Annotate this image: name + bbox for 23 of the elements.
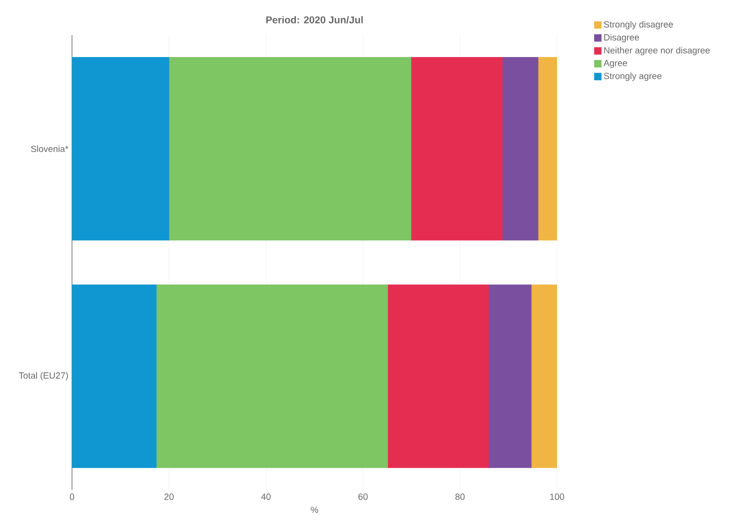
y-tick-label: Total (EU27): [18, 372, 68, 380]
bar: [168, 57, 412, 240]
bar: [502, 57, 538, 240]
x-tick-label: 100: [550, 494, 564, 500]
legend-label: Agree: [604, 60, 628, 68]
bar: [156, 284, 388, 468]
legend-label: Neither agree nor disagree: [604, 46, 710, 56]
bar: [488, 284, 532, 468]
legend-label: Strongly disagree: [604, 20, 673, 30]
legend-label: Disagree: [604, 34, 640, 42]
x-axis-title: %: [310, 506, 318, 513]
y-tick-label: Slovenia*: [31, 145, 68, 152]
bar: [388, 284, 489, 468]
x-tick-label: 20: [164, 494, 174, 500]
bar: [531, 284, 558, 468]
x-tick-label: 40: [261, 494, 271, 500]
legend-label: Strongly agree: [604, 72, 662, 81]
x-tick-label: 60: [358, 494, 368, 500]
x-tick-label: 80: [455, 494, 465, 500]
chart-title: Period: 2020 Jun/Jul: [266, 16, 363, 24]
bar: [410, 57, 502, 240]
x-tick-label: 0: [70, 494, 74, 500]
bar: [538, 57, 558, 240]
